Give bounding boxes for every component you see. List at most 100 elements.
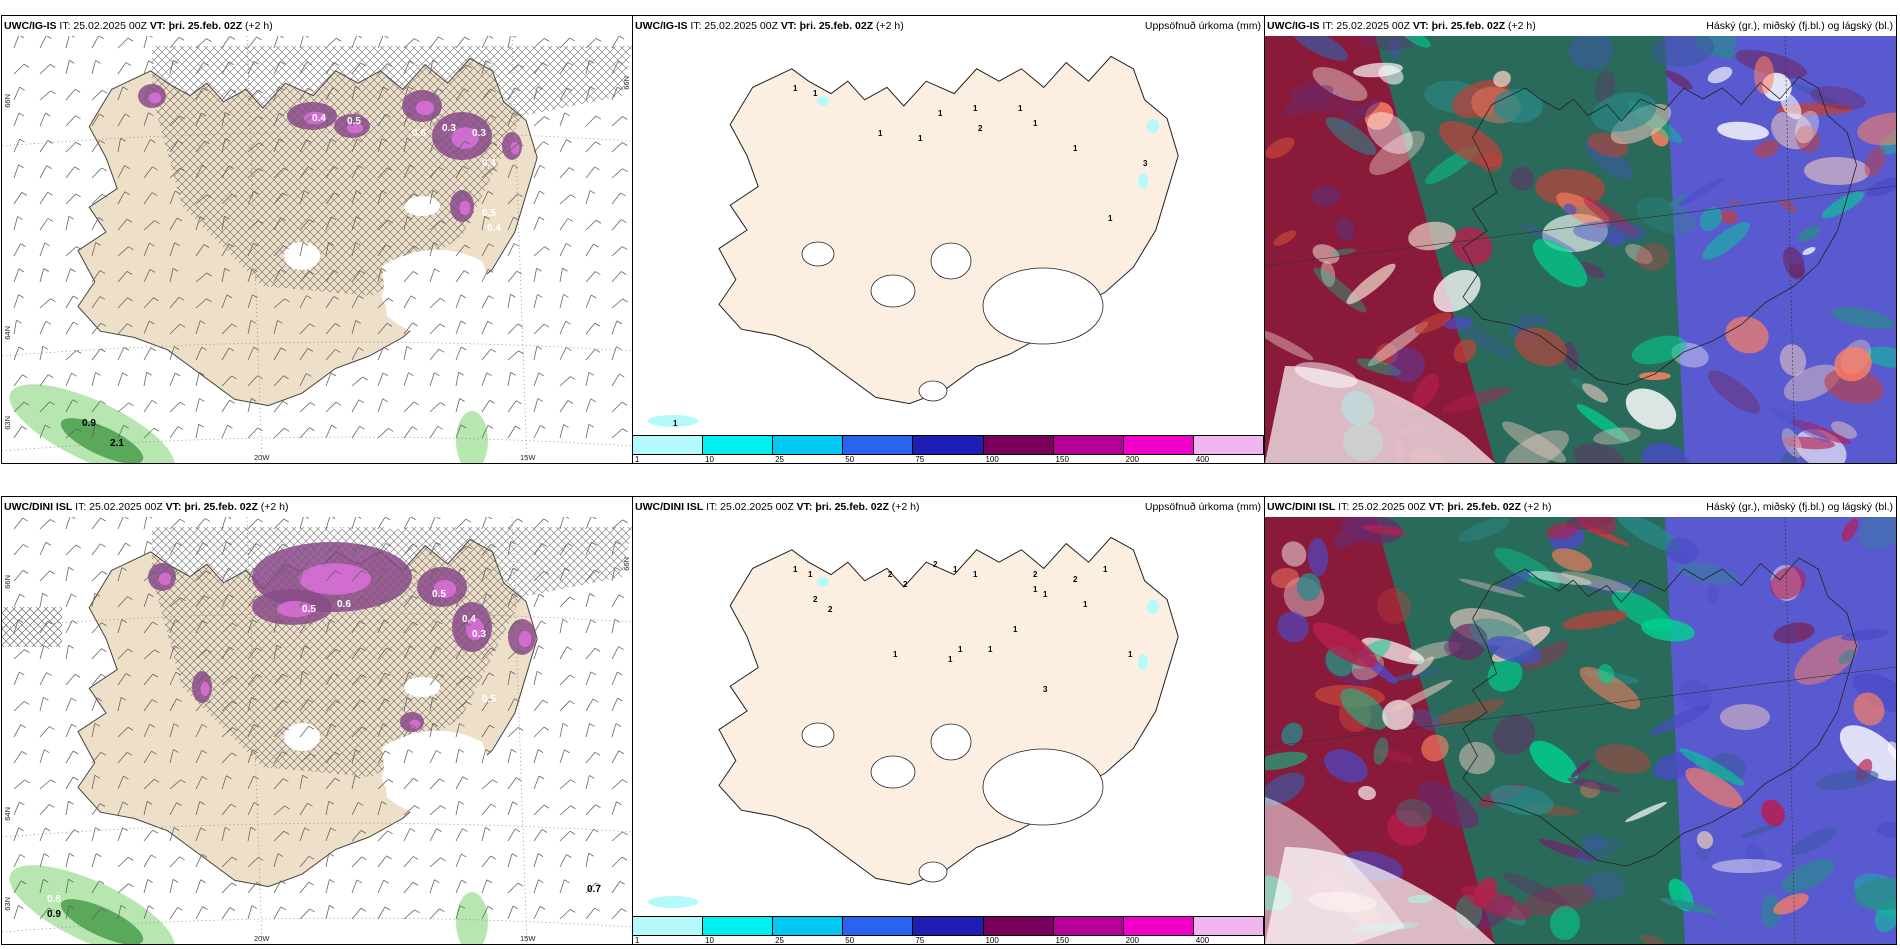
wind-barb-flag bbox=[72, 776, 79, 781]
wind-value-label: 0.3 bbox=[472, 128, 486, 139]
wind-barb bbox=[325, 751, 336, 764]
wind-barb-flag bbox=[152, 621, 158, 626]
wind-barb bbox=[377, 779, 389, 790]
wind-barb bbox=[351, 242, 356, 257]
wind-barb bbox=[507, 777, 517, 790]
wind-barb bbox=[91, 194, 103, 205]
wind-barb bbox=[299, 827, 306, 842]
wind-barb-flag bbox=[616, 346, 622, 351]
wind-barb-flag bbox=[45, 112, 51, 117]
wind-barb bbox=[585, 569, 595, 582]
wind-barb-flag bbox=[459, 905, 466, 909]
wind-barb-flag bbox=[359, 620, 365, 625]
wind-barb bbox=[65, 645, 69, 660]
wind-barb bbox=[143, 242, 150, 257]
wind-barb bbox=[13, 570, 24, 582]
wind-barb bbox=[65, 829, 75, 842]
wind-barb bbox=[39, 672, 47, 686]
wind-barb bbox=[247, 242, 254, 257]
lat-label-63n: 63N bbox=[3, 416, 12, 430]
wind-barb bbox=[39, 64, 51, 75]
wind-barb bbox=[403, 856, 414, 868]
wind-barb-flag bbox=[562, 267, 568, 272]
wind-barb bbox=[195, 750, 203, 764]
wind-barb-flag bbox=[151, 699, 158, 703]
wind-barb bbox=[507, 801, 513, 816]
wind-barb-flag bbox=[250, 319, 257, 324]
wind-barb bbox=[273, 568, 282, 582]
wind-barb bbox=[143, 517, 148, 530]
wind-barb bbox=[429, 908, 440, 920]
wind-barb bbox=[455, 749, 460, 764]
wind-barb-flag bbox=[94, 722, 101, 727]
wind-barb-flag bbox=[569, 167, 575, 171]
wind-barb-flag bbox=[75, 193, 81, 198]
colorbar-swatch bbox=[913, 436, 984, 454]
wind-barb-flag bbox=[48, 907, 54, 912]
wind-barb bbox=[273, 375, 284, 387]
wind-barb bbox=[559, 424, 564, 439]
wind-barb bbox=[91, 908, 102, 920]
wind-barb bbox=[65, 697, 72, 712]
wind-barb-flag bbox=[224, 826, 231, 831]
wind-barb-flag bbox=[176, 217, 183, 222]
wind-barb-flag bbox=[438, 166, 444, 171]
wind-barb-flag bbox=[412, 271, 419, 275]
wind-barb bbox=[429, 542, 437, 556]
wind-barb-flag bbox=[617, 61, 624, 65]
wind-barb-flag bbox=[19, 854, 26, 858]
wind-barb-flag bbox=[621, 401, 628, 406]
lead-time: (+2 h) bbox=[891, 501, 920, 513]
wind-barb-flag bbox=[567, 218, 574, 222]
wind-barb bbox=[39, 192, 48, 205]
wind-barb-flag bbox=[407, 749, 414, 753]
wind-barb-flag bbox=[355, 749, 361, 753]
wind-barb bbox=[377, 568, 386, 582]
wind-barb bbox=[611, 567, 616, 582]
wind-barb bbox=[195, 906, 203, 920]
wind-barb-flag bbox=[433, 112, 440, 116]
wind-barb-flag bbox=[71, 36, 75, 38]
wind-barb bbox=[611, 428, 623, 439]
wind-barb-flag bbox=[227, 517, 232, 519]
lat-label-66n: 66N bbox=[3, 94, 12, 108]
wind-barb-flag bbox=[543, 726, 550, 731]
colorbar-label: 25 bbox=[775, 936, 785, 945]
wind-barb bbox=[273, 830, 285, 842]
wind-barb-flag bbox=[153, 778, 160, 783]
wind-barb bbox=[65, 801, 69, 816]
wind-barb bbox=[533, 853, 539, 868]
wind-barb-flag bbox=[18, 827, 24, 832]
wind-barb bbox=[13, 801, 20, 816]
wind-barb bbox=[455, 545, 467, 556]
wind-barb-flag bbox=[68, 878, 74, 883]
wind-barb-flag bbox=[541, 543, 548, 547]
wind-barb bbox=[143, 649, 155, 660]
wind-barb bbox=[273, 853, 279, 868]
wind-barb bbox=[559, 909, 571, 920]
wind-barb-flag bbox=[460, 320, 467, 325]
valid-time: þri. 25.feb. 02Z bbox=[184, 501, 258, 513]
wind-barb bbox=[299, 116, 311, 127]
wind-barb bbox=[351, 112, 356, 127]
wind-barb bbox=[325, 62, 335, 75]
wind-barb-flag bbox=[203, 595, 210, 599]
wind-barb bbox=[533, 216, 540, 231]
wind-barb bbox=[195, 424, 200, 439]
wind-barb-flag bbox=[308, 881, 314, 886]
wind-barb-flag bbox=[173, 723, 180, 727]
wind-barb bbox=[169, 749, 174, 764]
wind-barb bbox=[611, 541, 616, 556]
wind-barb bbox=[273, 400, 284, 413]
wind-barb bbox=[299, 219, 310, 231]
model-name: UWC/IG-IS bbox=[1267, 20, 1320, 32]
wind-barb-flag bbox=[302, 242, 309, 246]
wind-barb bbox=[481, 672, 490, 686]
wind-barb bbox=[195, 620, 203, 634]
wind-barb-flag bbox=[306, 139, 312, 144]
wind-barb-flag bbox=[386, 323, 393, 327]
wind-barb bbox=[377, 346, 384, 361]
wind-barb bbox=[13, 346, 20, 361]
wind-barb-flag bbox=[46, 36, 52, 39]
wind-barb bbox=[455, 853, 462, 868]
